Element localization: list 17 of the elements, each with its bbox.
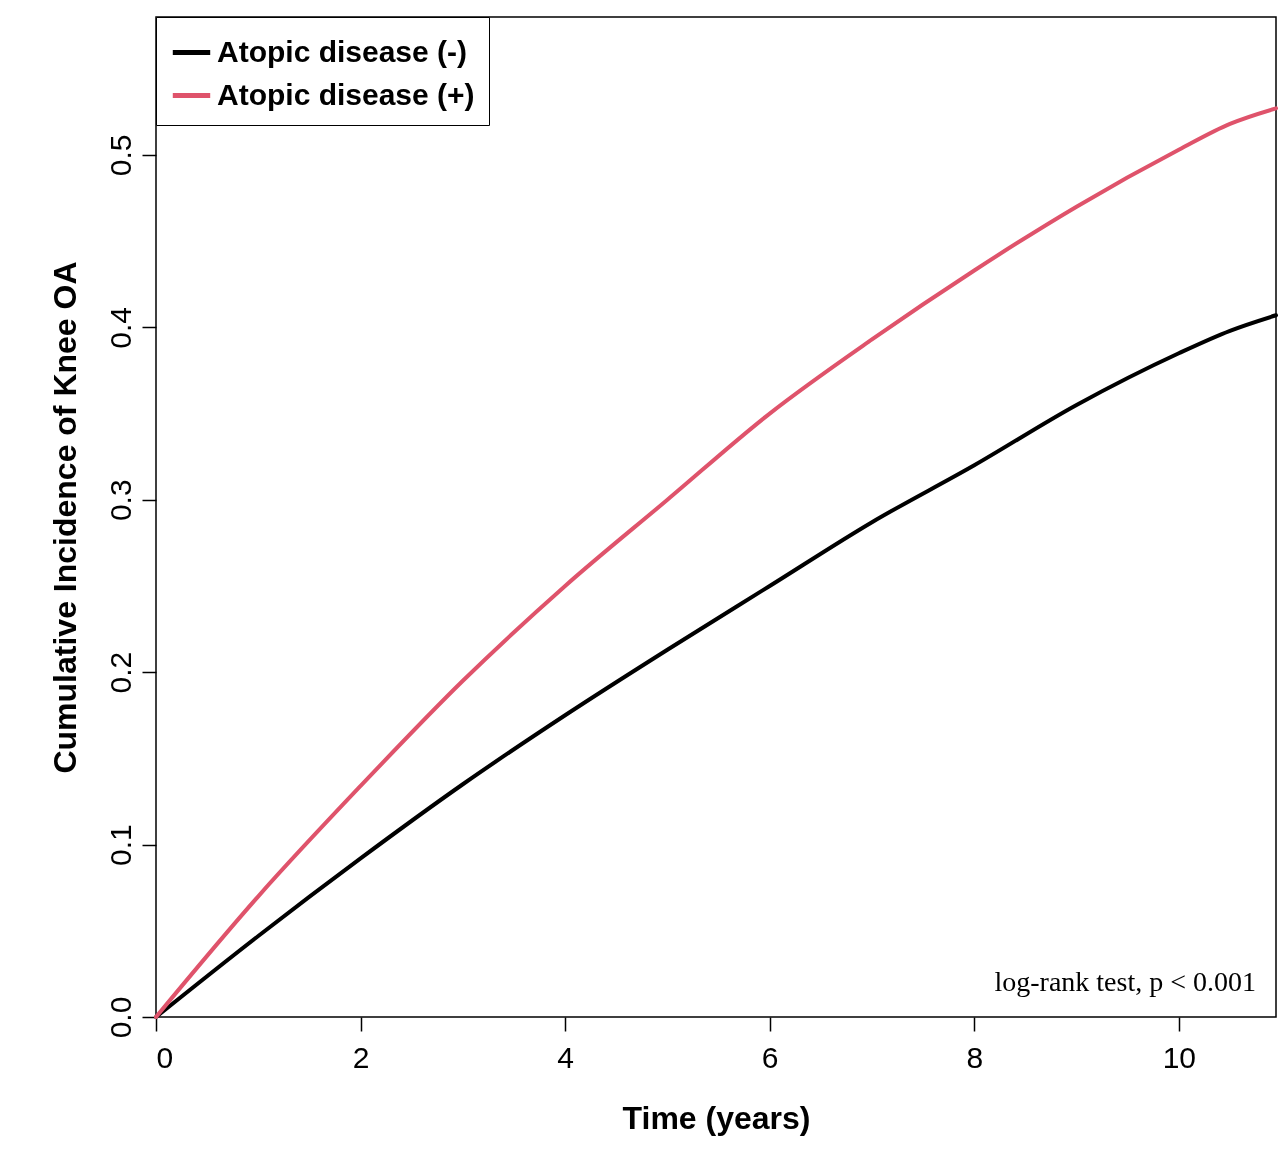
- x-tick-label: 6: [761, 1040, 779, 1074]
- x-tick-label: 8: [966, 1040, 984, 1074]
- y-tick-label: 0.4: [103, 306, 137, 349]
- annotation: log-rank test, p < 0.001: [994, 966, 1256, 997]
- x-tick-label: 10: [1162, 1040, 1197, 1074]
- y-tick-label: 0.2: [103, 651, 137, 694]
- y-tick-label: 0.3: [103, 479, 137, 522]
- x-axis-title: Time (years): [622, 1099, 811, 1136]
- y-tick-label: 0.0: [103, 996, 137, 1039]
- y-tick-label: 0.1: [103, 824, 137, 866]
- x-tick-label: 0: [156, 1040, 174, 1074]
- legend-label: Atopic disease (+): [217, 77, 475, 111]
- x-tick-label: 4: [557, 1040, 574, 1074]
- x-tick-label: 2: [352, 1040, 370, 1074]
- y-axis-title: Cumulative Incidence of Knee OA: [46, 261, 83, 774]
- legend-label: Atopic disease (-): [217, 34, 468, 68]
- y-tick-label: 0.5: [103, 134, 137, 177]
